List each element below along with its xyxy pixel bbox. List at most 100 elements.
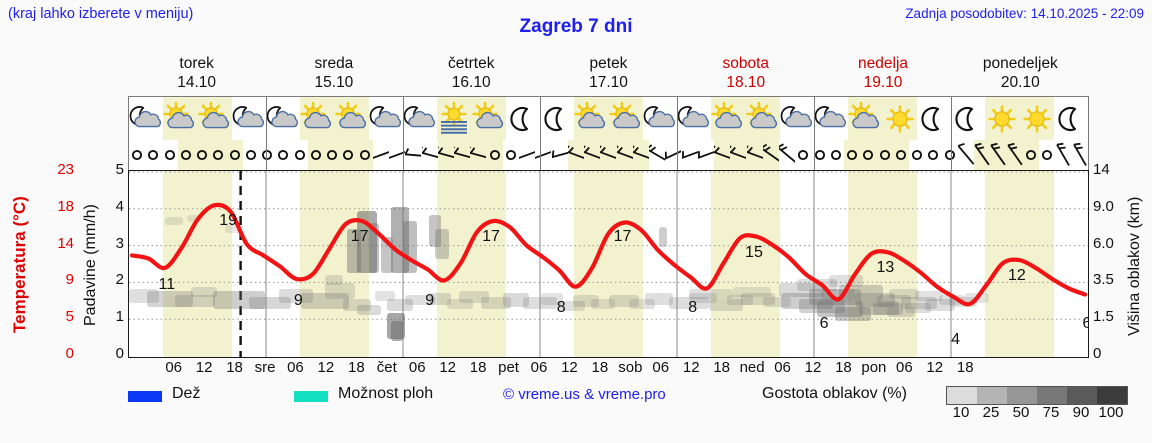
cloud-density-step (977, 387, 1007, 404)
axis-tick: 0 (115, 345, 124, 362)
wind-barb (941, 140, 958, 170)
axis-tick: 9 (65, 271, 74, 289)
wind-barb (531, 140, 555, 170)
day-name: sreda (314, 55, 354, 72)
day-header-1: sreda 15.10 (265, 54, 402, 94)
time-tick-label: 18 (226, 359, 243, 376)
day-date: 20.10 (1000, 74, 1040, 91)
time-tick-label: 06 (165, 359, 182, 376)
wind-barb (161, 140, 178, 170)
wind-barb (275, 140, 292, 170)
weather-sun-cloud-icon (574, 97, 609, 140)
time-tick-label: 12 (195, 359, 213, 376)
weather-sun-icon (1019, 97, 1054, 140)
axis-tick: 1.5 (1093, 308, 1114, 326)
wind-barb (596, 140, 620, 170)
wind-barb (742, 140, 767, 170)
time-tick-label: sob (618, 359, 643, 376)
weather-moon-cloud-icon (677, 97, 712, 140)
wind-barb (210, 140, 227, 170)
weather-sun-cloud-icon (163, 97, 198, 140)
wind-barb (693, 140, 718, 170)
cloud-density-step (1007, 387, 1037, 404)
cloud-density-step (947, 387, 977, 404)
plot-band (231, 171, 266, 357)
day-date: 18.10 (726, 74, 766, 91)
day-date: 17.10 (589, 74, 628, 91)
cloud-density-ramp (946, 386, 1128, 405)
wind-barb (324, 140, 341, 170)
wind-barb (1055, 140, 1072, 170)
cloud-density-ramp-labels: 10 25 50 75 90 100 (946, 404, 1132, 422)
temp-label-min: 9 (425, 291, 435, 309)
weather-moon-icon (1053, 97, 1088, 140)
cloud-density-step (1097, 387, 1127, 404)
weather-sun-cloud-icon (197, 97, 232, 140)
wind-barb (466, 140, 491, 170)
time-tick-label: 12 (804, 359, 822, 376)
cloud-density-step-label: 90 (1072, 404, 1090, 421)
time-tick-label: pet (498, 359, 519, 376)
day-separator (540, 97, 541, 140)
time-tick-label: 06 (287, 359, 304, 376)
weather-moon-cloud-icon (403, 97, 438, 140)
wind-barb (417, 140, 442, 170)
time-tick-label: 12 (926, 359, 944, 376)
time-tick-label: 18 (956, 359, 974, 376)
weather-sun-icon (985, 97, 1020, 140)
temperature-axis-ticks: 23 18 14 9 5 0 (28, 161, 74, 362)
wind-barb (145, 140, 162, 170)
wind-barb (307, 140, 324, 170)
wind-barb (661, 140, 685, 170)
wind-barb (974, 140, 991, 170)
temp-label-max: 19 (219, 212, 238, 230)
weather-sun-icon (882, 97, 917, 140)
copyright-link[interactable]: © vreme.us & vreme.pro (503, 386, 666, 403)
time-tick-label: 18 (713, 359, 730, 376)
weather-moon-cloud-icon (368, 97, 403, 140)
wind-barb (502, 140, 519, 170)
axis-tick: 3.5 (1093, 271, 1114, 289)
wind-barb (449, 140, 474, 170)
day-separator (814, 97, 815, 140)
day-separator (403, 97, 404, 140)
axis-tick: 4 (115, 197, 124, 215)
wind-barb (777, 140, 797, 170)
day-separator (540, 140, 541, 170)
axis-tick: 0 (65, 345, 74, 362)
plot-band (608, 171, 643, 357)
day-header-0: torek 14.10 (128, 54, 265, 94)
weather-moon-icon (505, 97, 540, 140)
plot-band (437, 171, 472, 357)
wind-barb (710, 140, 734, 170)
weather-moon-cloud-icon (779, 97, 814, 140)
weather-moon-icon (916, 97, 951, 140)
day-separator (266, 97, 267, 140)
axis-tick: 14 (1093, 161, 1110, 178)
wind-barb (368, 140, 393, 170)
wind-barb (612, 140, 637, 170)
cloud-density-legend-title: Gostota oblakov (%) (762, 385, 907, 402)
cloud-density-step-label: 10 (952, 404, 970, 421)
time-tick-label: čet (376, 359, 397, 376)
weather-sun-cloud-icon (848, 97, 883, 140)
daynight-bands (129, 171, 1088, 357)
wind-barb (876, 140, 893, 170)
temp-label-min: 6 (1083, 315, 1088, 333)
wind-barb (356, 140, 373, 170)
wind-barb (844, 140, 861, 170)
cloud-density-step-label: 75 (1042, 404, 1060, 421)
wind-barb (340, 140, 357, 170)
cloud-density-step-label: 100 (1098, 404, 1124, 421)
wind-barb-strip (128, 140, 1089, 170)
day-date: 14.10 (177, 74, 217, 91)
axis-tick: 2 (115, 271, 124, 289)
day-name: torek (179, 55, 214, 72)
day-date: 15.10 (314, 74, 354, 91)
plot-band (814, 171, 849, 357)
last-updated-text: Zadnja posodobitev: 14.10.2025 - 22:09 (905, 6, 1144, 21)
wind-barb (1022, 140, 1039, 170)
day-header-3: petek 17.10 (540, 54, 677, 94)
day-name: četrtek (447, 55, 495, 72)
wind-barb (563, 140, 588, 170)
